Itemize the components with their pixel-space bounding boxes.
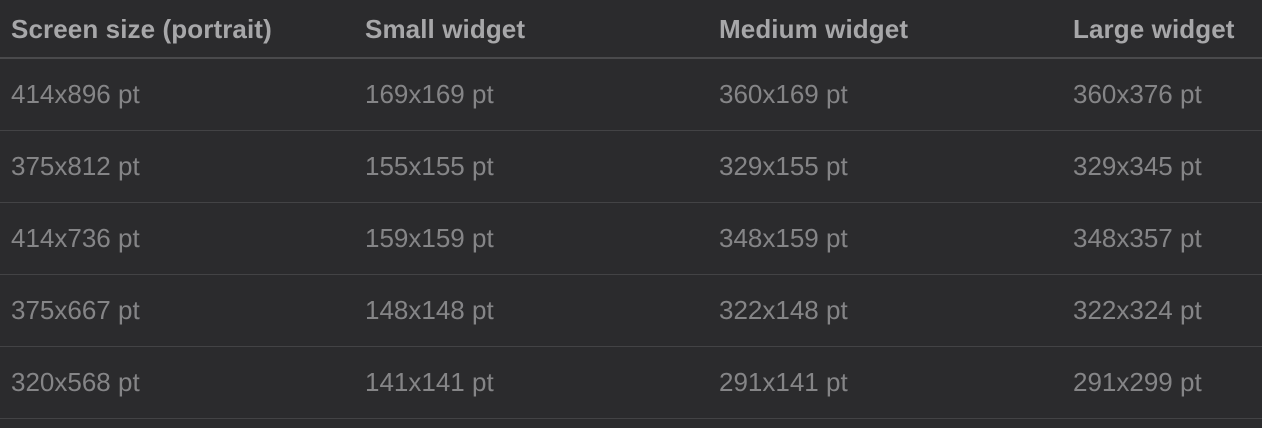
header-screen-size: Screen size (portrait) <box>11 14 272 44</box>
cell-screen-size: 375x667 pt <box>11 295 140 325</box>
header-small-widget: Small widget <box>365 14 526 44</box>
cell-large-widget: 348x357 pt <box>1073 223 1202 253</box>
cell-medium-widget: 360x169 pt <box>719 79 848 109</box>
cell-medium-widget: 348x159 pt <box>719 223 848 253</box>
table-row: 375x667 pt 148x148 pt 322x148 pt 322x324… <box>0 275 1262 347</box>
cell-small-widget: 155x155 pt <box>365 151 494 181</box>
cell-medium-widget: 291x141 pt <box>719 367 848 397</box>
cell-small-widget: 148x148 pt <box>365 295 494 325</box>
cell-large-widget: 322x324 pt <box>1073 295 1202 325</box>
table-row: 320x568 pt 141x141 pt 291x141 pt 291x299… <box>0 347 1262 419</box>
widget-size-table: Screen size (portrait) Small widget Medi… <box>0 0 1262 419</box>
header-medium-widget: Medium widget <box>719 14 909 44</box>
cell-small-widget: 141x141 pt <box>365 367 494 397</box>
header-large-widget: Large widget <box>1073 14 1235 44</box>
table-header-row: Screen size (portrait) Small widget Medi… <box>0 0 1262 59</box>
table-row: 414x736 pt 159x159 pt 348x159 pt 348x357… <box>0 203 1262 275</box>
cell-large-widget: 291x299 pt <box>1073 367 1202 397</box>
cell-screen-size: 375x812 pt <box>11 151 140 181</box>
table-row: 414x896 pt 169x169 pt 360x169 pt 360x376… <box>0 59 1262 131</box>
cell-screen-size: 414x896 pt <box>11 79 140 109</box>
cell-small-widget: 169x169 pt <box>365 79 494 109</box>
cell-small-widget: 159x159 pt <box>365 223 494 253</box>
cell-large-widget: 329x345 pt <box>1073 151 1202 181</box>
cell-screen-size: 414x736 pt <box>11 223 140 253</box>
cell-screen-size: 320x568 pt <box>11 367 140 397</box>
cell-large-widget: 360x376 pt <box>1073 79 1202 109</box>
cell-medium-widget: 329x155 pt <box>719 151 848 181</box>
cell-medium-widget: 322x148 pt <box>719 295 848 325</box>
table-row: 375x812 pt 155x155 pt 329x155 pt 329x345… <box>0 131 1262 203</box>
